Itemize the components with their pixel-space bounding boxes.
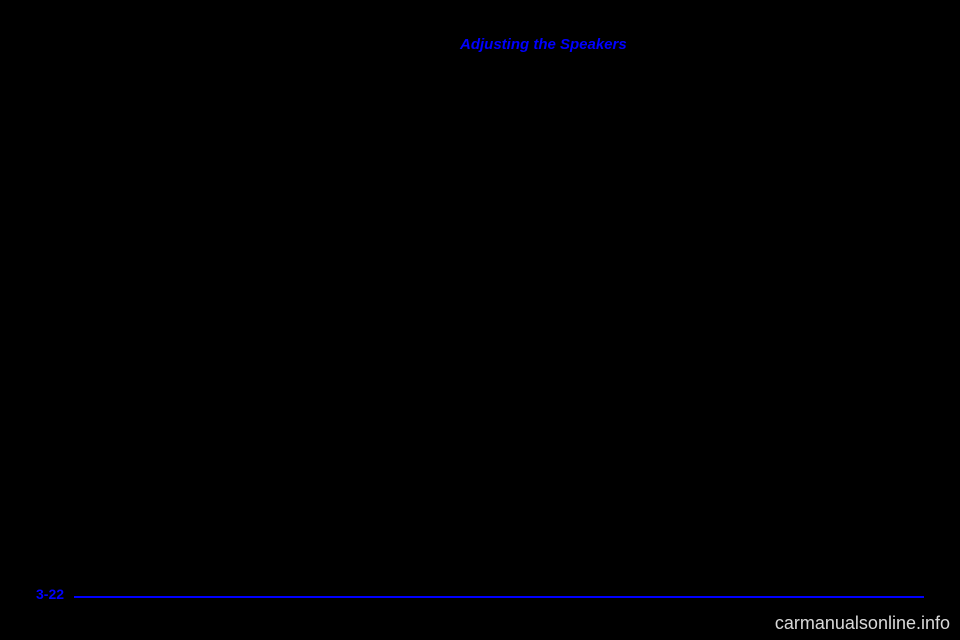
section-heading: Adjusting the Speakers: [460, 36, 627, 53]
watermark-text: carmanualsonline.info: [775, 613, 950, 634]
page-number: 3-22: [36, 586, 64, 602]
footer-divider: [74, 596, 924, 598]
